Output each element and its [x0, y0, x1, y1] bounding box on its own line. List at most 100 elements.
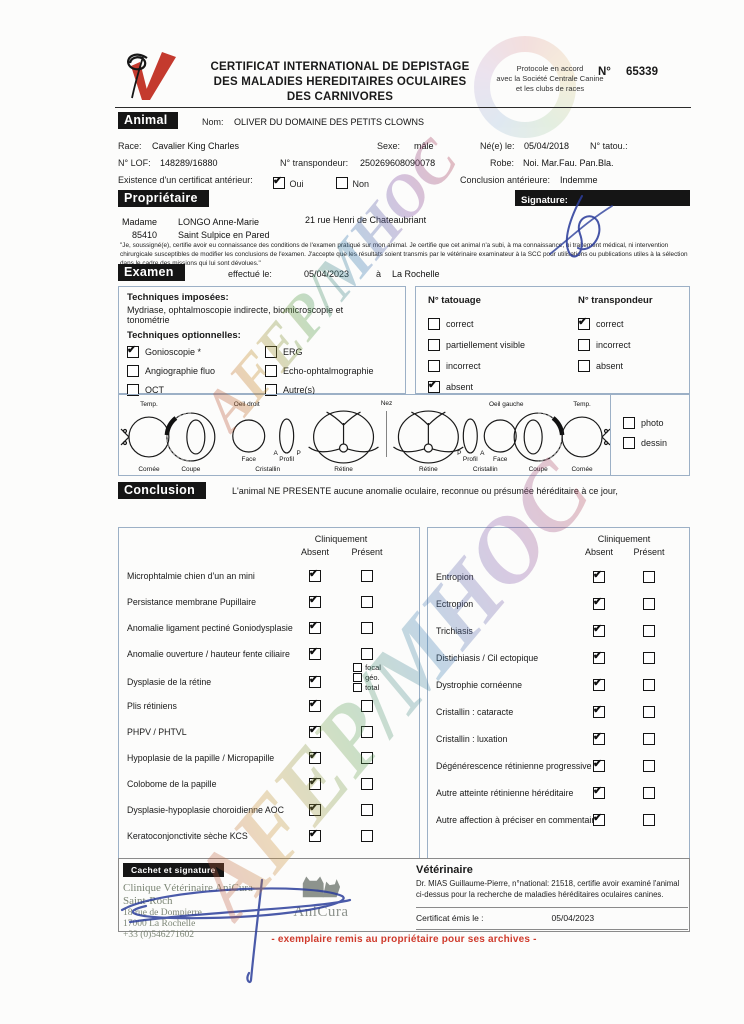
autres-checkbox[interactable]	[265, 384, 277, 396]
robe-value: Noi. Mar.Fau. Pan.Bla.	[523, 158, 614, 168]
animal-name-value: OLIVER DU DOMAINE DES PETITS CLOWNS	[234, 117, 425, 127]
absent-checkbox[interactable]	[593, 811, 605, 826]
option-gonioscopie[interactable]: Gonioscopie *	[127, 343, 265, 358]
present-checkbox[interactable]	[643, 678, 655, 691]
present-checkbox[interactable]	[643, 624, 655, 637]
owner-copy-note: - exemplaire remis au propriétaire pour …	[271, 934, 537, 945]
issue-date-row: Certificat émis le : 05/04/2023	[416, 907, 688, 931]
non-checkbox[interactable]	[336, 177, 348, 189]
total-checkbox[interactable]	[353, 683, 363, 692]
absent-checkbox[interactable]	[593, 622, 605, 637]
absent-checkbox[interactable]	[593, 676, 605, 691]
checklist-row: Dystrophie cornéenne	[428, 671, 689, 698]
owner-section-label: Propriétaire	[118, 190, 209, 207]
tattoo-absent-checkbox[interactable]	[428, 378, 440, 393]
present-checkbox[interactable]	[643, 732, 655, 745]
anicura-logo-text: AniCura	[293, 904, 349, 920]
present-checkbox[interactable]	[643, 705, 655, 718]
certificate-number-value: 65339	[626, 66, 658, 78]
photo-checkbox[interactable]	[623, 417, 635, 429]
document-title: CERTIFICAT INTERNATIONAL DE DEPISTAGE DE…	[190, 60, 490, 105]
present-checkbox[interactable]	[361, 778, 373, 790]
transponder-incorrect-checkbox[interactable]	[578, 339, 590, 351]
absent-checkbox[interactable]	[593, 784, 605, 799]
left-eye-label: Oeil gauche	[489, 401, 524, 408]
absent-checkbox[interactable]	[309, 673, 321, 688]
absent-checkbox[interactable]	[593, 730, 605, 745]
title-line-1: CERTIFICAT INTERNATIONAL DE DEPISTAGE	[210, 61, 470, 73]
focal-checkbox[interactable]	[353, 663, 363, 672]
owner-signature-scrawl	[520, 192, 635, 272]
tattoo-partial-checkbox[interactable]	[428, 339, 440, 351]
signature-bar: Signature:	[515, 190, 690, 206]
svg-text:Cornée: Cornée	[571, 466, 593, 473]
absent-checkbox[interactable]	[593, 757, 605, 772]
oui-checkbox[interactable]	[273, 174, 285, 189]
animal-section-label: Animal	[118, 112, 179, 129]
dessin-checkbox[interactable]	[623, 437, 635, 449]
present-checkbox[interactable]	[643, 651, 655, 664]
issue-date-value: 05/04/2023	[551, 913, 595, 924]
transponder-absent-checkbox[interactable]	[578, 360, 590, 372]
eye-diagram: Temp. Oeil droit Nez Oeil gauche Temp. A…	[120, 400, 611, 473]
svg-text:Face: Face	[493, 456, 508, 463]
absent-checkbox[interactable]	[309, 593, 321, 608]
imposed-techniques-label: Techniques imposées:	[127, 292, 229, 303]
present-checkbox[interactable]	[643, 786, 655, 799]
option-erg[interactable]: ERG	[265, 346, 405, 358]
transponder-correct-checkbox[interactable]	[578, 315, 590, 330]
absent-checkbox[interactable]	[309, 827, 321, 842]
geo-checkbox[interactable]	[353, 673, 363, 682]
absent-checkbox[interactable]	[309, 619, 321, 634]
checklist-row: Hypoplasie de la papille / Micropapille	[119, 745, 419, 771]
eye-diagram-box: Temp. Oeil droit Nez Oeil gauche Temp. A…	[118, 394, 611, 476]
absent-checkbox[interactable]	[593, 595, 605, 610]
birthdate-value: 05/04/2018	[524, 141, 570, 151]
present-checkbox[interactable]	[361, 700, 373, 712]
present-checkbox[interactable]	[643, 570, 655, 583]
gonioscopie-checkbox[interactable]	[127, 343, 139, 358]
cliniquement-header: Cliniquement	[314, 534, 368, 544]
present-checkbox[interactable]	[361, 726, 373, 738]
angiographie-checkbox[interactable]	[127, 365, 139, 377]
absent-checkbox[interactable]	[309, 645, 321, 660]
oct-checkbox[interactable]	[127, 384, 139, 396]
absent-checkbox[interactable]	[593, 649, 605, 664]
absent-checkbox[interactable]	[309, 567, 321, 582]
present-checkbox[interactable]	[643, 759, 655, 772]
absent-checkbox[interactable]	[309, 697, 321, 712]
option-angiographie[interactable]: Angiographie fluo	[127, 365, 265, 377]
absent-checkbox[interactable]	[309, 723, 321, 738]
header-divider	[115, 107, 691, 108]
checklist-row: Colobome de la papille	[119, 771, 419, 797]
conclusion-section-label: Conclusion	[118, 482, 207, 499]
tattoo-incorrect-checkbox[interactable]	[428, 360, 440, 372]
absent-checkbox[interactable]	[309, 775, 321, 790]
absent-checkbox[interactable]	[309, 749, 321, 764]
transponder-column: N° transpondeur correct incorrect absent	[578, 295, 653, 385]
option-echo[interactable]: Echo-ophtalmographie	[265, 365, 405, 377]
present-checkbox[interactable]	[361, 570, 373, 582]
option-oct[interactable]: OCT	[127, 384, 265, 396]
protocol-note: Protocole en accord avec la Société Cent…	[496, 64, 604, 94]
present-checkbox[interactable]	[361, 596, 373, 608]
absent-checkbox[interactable]	[309, 801, 321, 816]
erg-checkbox[interactable]	[265, 346, 277, 358]
present-checkbox[interactable]	[361, 830, 373, 842]
present-checkbox[interactable]	[361, 752, 373, 764]
veterinarian-header: Vétérinaire	[416, 864, 473, 876]
tattoo-correct-checkbox[interactable]	[428, 318, 440, 330]
option-autres[interactable]: Autre(s)	[265, 384, 405, 396]
exam-section-label: Examen	[118, 264, 185, 281]
absent-checkbox[interactable]	[593, 568, 605, 583]
present-checkbox[interactable]	[643, 813, 655, 826]
present-checkbox[interactable]	[361, 648, 373, 660]
echo-checkbox[interactable]	[265, 365, 277, 377]
present-checkbox[interactable]	[643, 597, 655, 610]
present-checkbox[interactable]	[361, 622, 373, 634]
svg-text:A: A	[274, 450, 279, 457]
checklist-row: Plis rétiniens	[119, 693, 419, 719]
cliniquement-header: Cliniquement	[597, 534, 651, 544]
absent-checkbox[interactable]	[593, 703, 605, 718]
present-checkbox[interactable]	[361, 804, 373, 816]
